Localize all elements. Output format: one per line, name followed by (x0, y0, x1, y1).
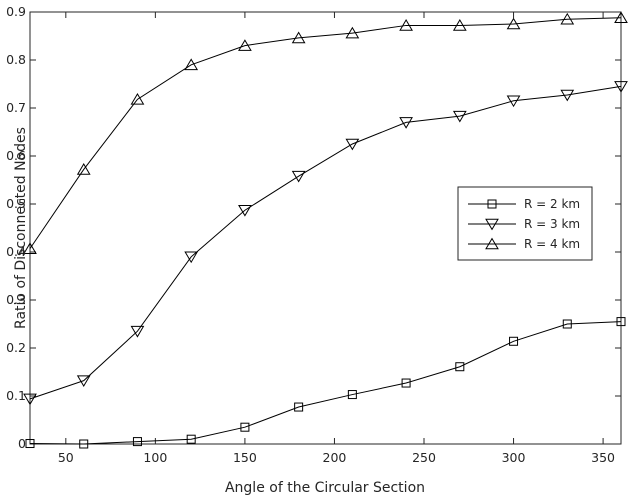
y-axis-label: Ratio of Disconnected Nodes (13, 127, 29, 329)
data-point (455, 362, 465, 372)
data-point (132, 437, 142, 447)
x-tick-label: 150 (233, 450, 257, 465)
series-2 (23, 81, 628, 406)
y-tick-label: 0.7 (6, 100, 26, 115)
data-point (345, 138, 360, 151)
data-point (560, 89, 575, 102)
y-tick-label: 0.3 (6, 292, 26, 307)
data-point (238, 39, 252, 51)
data-point (452, 110, 467, 123)
y-tick-label: 0.2 (6, 340, 26, 355)
legend-entry: R = 2 km (468, 197, 580, 211)
series-line (29, 85, 622, 400)
data-point (184, 251, 199, 264)
legend-entry: R = 4 km (468, 237, 580, 251)
legend-entries: R = 2 km R = 3 km R = 4 km (468, 197, 580, 251)
x-tick-label: 250 (412, 450, 436, 465)
data-point (76, 163, 91, 175)
data-point (614, 11, 628, 24)
data-point (399, 19, 413, 31)
data-point (347, 390, 357, 400)
x-tick-label: 100 (143, 450, 167, 465)
data-point (240, 422, 250, 432)
y-tick-label: 0 (18, 436, 26, 451)
data-point (186, 434, 196, 444)
legend-label: R = 3 km (524, 217, 580, 231)
data-point (614, 81, 628, 93)
data-point (79, 439, 89, 449)
data-point (130, 325, 145, 338)
data-point (130, 92, 145, 105)
ticks: 50 100 150 200 250 300 350 0 0.1 0.2 0.3 0.4 0.5 0.6 0… (6, 4, 621, 465)
data-point (506, 17, 521, 30)
legend-marker (487, 199, 497, 209)
series-line (29, 321, 622, 445)
legend-marker (485, 237, 499, 250)
series-line (29, 17, 622, 249)
y-tick-label: 0.4 (6, 244, 26, 259)
series-layer (23, 11, 628, 449)
y-tick-label: 0.5 (6, 196, 26, 211)
y-tick-label: 0.6 (6, 148, 26, 163)
x-tick-label: 300 (502, 450, 526, 465)
data-point (23, 393, 37, 406)
data-point (238, 204, 252, 217)
legend-label: R = 4 km (524, 237, 580, 251)
y-tick-label: 0.9 (6, 4, 26, 19)
data-point (560, 12, 575, 25)
data-point (509, 336, 519, 346)
y-tick-label: 0.1 (6, 388, 26, 403)
data-point (291, 170, 306, 183)
data-point (345, 26, 360, 39)
data-point (294, 402, 304, 412)
x-tick-label: 200 (323, 450, 347, 465)
data-point (184, 58, 199, 71)
data-point (399, 117, 413, 129)
series-1 (25, 317, 626, 449)
legend-label: R = 2 km (524, 197, 580, 211)
data-point (562, 319, 572, 329)
x-tick-label: 50 (58, 450, 74, 465)
data-point (76, 375, 91, 388)
data-point (291, 31, 306, 44)
data-point (401, 378, 411, 388)
legend-marker (485, 218, 499, 231)
data-point (616, 317, 626, 327)
y-tick-label: 0.8 (6, 52, 26, 67)
x-tick-label: 350 (591, 450, 615, 465)
series-3 (23, 11, 628, 254)
legend-entry: R = 3 km (468, 217, 580, 231)
data-point (25, 439, 35, 449)
data-point (23, 242, 37, 254)
data-point (506, 95, 521, 108)
legend: R = 2 km R = 3 km R = 4 km (457, 186, 593, 261)
x-axis-label: Angle of the Circular Section (225, 480, 425, 496)
data-point (452, 19, 467, 31)
